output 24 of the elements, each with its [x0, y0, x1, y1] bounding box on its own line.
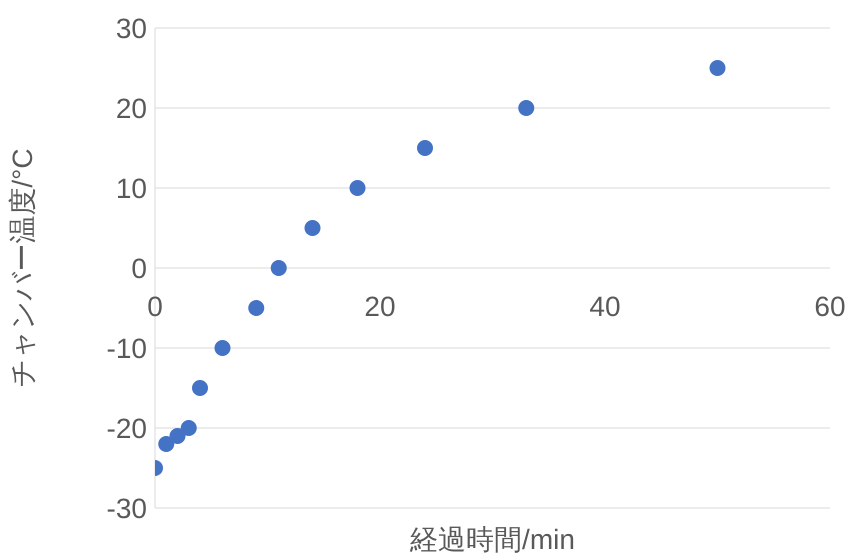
y-tick-label: 0: [131, 252, 147, 284]
point: [180, 420, 197, 436]
x-tick-label: 20: [364, 291, 396, 322]
point: [214, 340, 230, 356]
x-tick-label: 60: [814, 291, 846, 322]
point: [518, 100, 534, 116]
y-tick-label: 30: [116, 12, 147, 44]
point: [270, 260, 287, 276]
y-tick-label: -20: [106, 412, 147, 444]
y-tick-label: -30: [106, 492, 147, 524]
x-tick-label: 40: [589, 291, 621, 322]
point: [304, 220, 320, 236]
y-tick-label: -10: [106, 332, 147, 364]
y-tick-label: 10: [116, 172, 147, 204]
point: [192, 380, 208, 396]
point: [710, 60, 726, 76]
point: [248, 300, 264, 316]
point: [170, 428, 186, 444]
point: [417, 140, 433, 156]
y-axis-title: チャンバー温度/°C: [6, 148, 38, 388]
x-axis-title: 経過時間/min: [409, 524, 575, 555]
point: [350, 180, 366, 196]
y-tick-label: 20: [116, 92, 147, 124]
point: [158, 436, 174, 452]
